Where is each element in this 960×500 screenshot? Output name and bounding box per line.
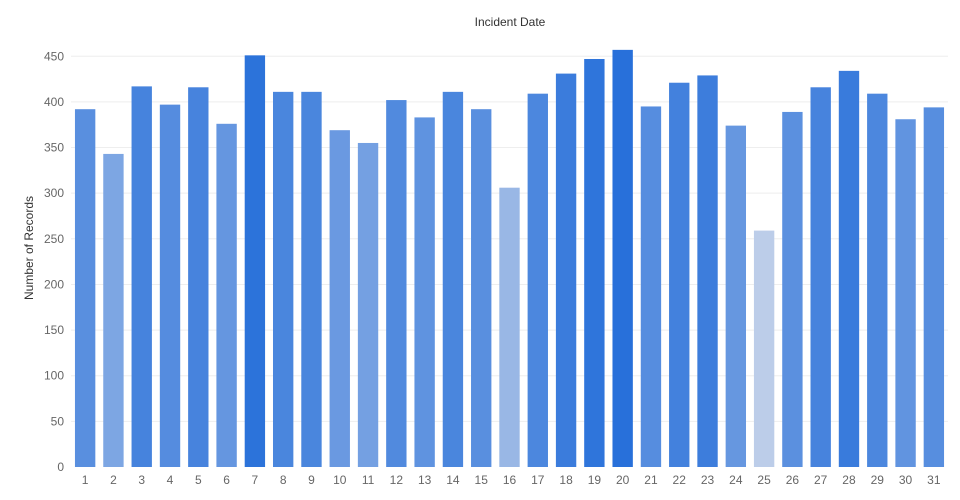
y-axis-ticks: 0 50 100 150 200 250 300 350 400 450 bbox=[44, 49, 64, 474]
x-tick-label: 23 bbox=[701, 473, 715, 487]
x-tick-label: 1 bbox=[82, 473, 89, 487]
x-tick-label: 30 bbox=[899, 473, 913, 487]
x-tick-label: 8 bbox=[280, 473, 287, 487]
x-tick-label: 7 bbox=[252, 473, 259, 487]
x-tick-label: 19 bbox=[588, 473, 602, 487]
x-tick-label: 21 bbox=[644, 473, 658, 487]
y-tick-label: 300 bbox=[44, 186, 64, 200]
x-tick-label: 2 bbox=[110, 473, 117, 487]
bar-day-15[interactable] bbox=[471, 109, 492, 468]
y-axis-title: Number of Records bbox=[22, 196, 36, 300]
x-tick-label: 14 bbox=[446, 473, 460, 487]
x-tick-label: 9 bbox=[308, 473, 315, 487]
y-tick-label: 50 bbox=[51, 414, 65, 428]
bar-day-1[interactable] bbox=[74, 109, 96, 468]
x-tick-label: 31 bbox=[927, 473, 941, 487]
y-tick-label: 150 bbox=[44, 323, 64, 337]
bar-day-31[interactable] bbox=[923, 107, 945, 468]
bar-day-9[interactable] bbox=[301, 91, 322, 467]
x-tick-label: 15 bbox=[475, 473, 489, 487]
bar-day-10[interactable] bbox=[329, 130, 350, 467]
x-tick-label: 17 bbox=[531, 473, 545, 487]
x-tick-label: 25 bbox=[757, 473, 771, 487]
x-tick-label: 11 bbox=[362, 473, 375, 487]
x-tick-label: 16 bbox=[503, 473, 517, 487]
bar-day-16[interactable] bbox=[499, 187, 520, 468]
bar-day-26[interactable] bbox=[782, 111, 803, 467]
bar-day-27[interactable] bbox=[810, 87, 831, 467]
x-tick-label: 4 bbox=[167, 473, 174, 487]
x-tick-label: 18 bbox=[559, 473, 573, 487]
x-tick-label: 13 bbox=[418, 473, 432, 487]
y-tick-label: 0 bbox=[57, 460, 64, 474]
bar-day-6[interactable] bbox=[216, 123, 237, 468]
y-tick-label: 400 bbox=[44, 95, 64, 109]
y-tick-label: 250 bbox=[44, 232, 64, 246]
x-tick-label: 24 bbox=[729, 473, 743, 487]
bar-day-11[interactable] bbox=[357, 142, 379, 467]
x-tick-label: 26 bbox=[786, 473, 800, 487]
y-tick-label: 350 bbox=[44, 141, 64, 155]
x-axis-ticks: 1 2 3 4 5 6 7 8 9 10 11 12 13 14 15 16 17 18 19 20 21 22 23 24 2… bbox=[82, 473, 941, 487]
bar-day-30[interactable] bbox=[895, 119, 916, 467]
y-tick-label: 450 bbox=[44, 49, 64, 63]
x-tick-label: 6 bbox=[223, 473, 230, 487]
bar-day-18[interactable] bbox=[555, 73, 577, 467]
bar-day-28[interactable] bbox=[838, 70, 860, 468]
bar-day-17[interactable] bbox=[527, 93, 548, 468]
bar-day-8[interactable] bbox=[272, 91, 294, 467]
bar-day-25[interactable] bbox=[753, 230, 775, 467]
bars bbox=[74, 49, 945, 468]
bar-day-23[interactable] bbox=[697, 75, 718, 467]
x-tick-label: 12 bbox=[390, 473, 404, 487]
bar-day-19[interactable] bbox=[584, 58, 605, 467]
x-tick-label: 22 bbox=[673, 473, 687, 487]
x-tick-label: 3 bbox=[138, 473, 145, 487]
x-tick-label: 5 bbox=[195, 473, 202, 487]
bar-day-7[interactable] bbox=[244, 55, 266, 467]
bar-day-22[interactable] bbox=[669, 82, 690, 468]
bar-day-20[interactable] bbox=[612, 49, 633, 467]
bar-day-14[interactable] bbox=[442, 91, 464, 467]
x-tick-label: 20 bbox=[616, 473, 630, 487]
bar-day-3[interactable] bbox=[131, 86, 152, 468]
x-tick-label: 27 bbox=[814, 473, 828, 487]
chart-title: Incident Date bbox=[475, 15, 546, 29]
bar-day-13[interactable] bbox=[414, 117, 435, 467]
bar-day-2[interactable] bbox=[103, 153, 124, 468]
bar-day-29[interactable] bbox=[867, 93, 888, 468]
x-tick-label: 10 bbox=[333, 473, 347, 487]
y-tick-label: 200 bbox=[44, 277, 64, 291]
bar-day-5[interactable] bbox=[188, 87, 209, 467]
bar-day-24[interactable] bbox=[725, 125, 747, 467]
x-tick-label: 28 bbox=[842, 473, 856, 487]
bar-day-4[interactable] bbox=[159, 104, 181, 468]
x-tick-label: 29 bbox=[871, 473, 885, 487]
bar-day-21[interactable] bbox=[640, 106, 662, 467]
y-tick-label: 100 bbox=[44, 369, 64, 383]
bar-day-12[interactable] bbox=[386, 100, 407, 467]
